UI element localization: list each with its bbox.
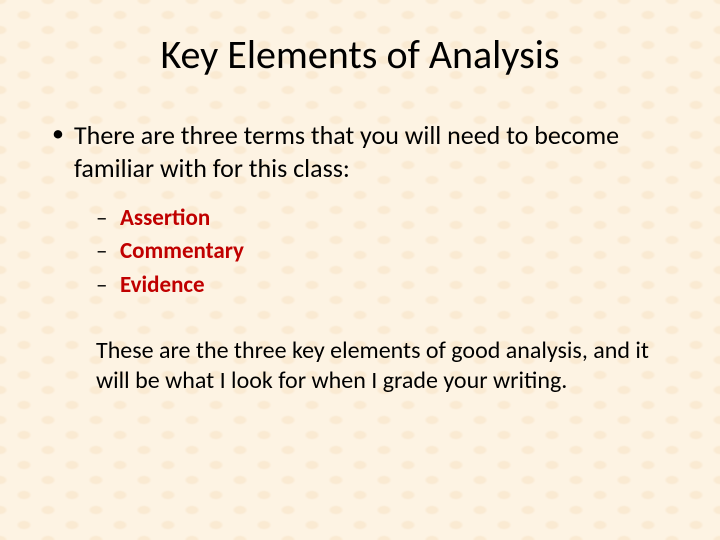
terms-list: Assertion Commentary Evidence: [96, 202, 670, 302]
intro-bullet: There are three terms that you will need…: [50, 119, 670, 184]
term-label: Evidence: [120, 271, 205, 299]
term-item-commentary: Commentary: [96, 235, 670, 268]
term-item-assertion: Assertion: [96, 202, 670, 235]
slide-title: Key Elements of Analysis: [50, 30, 670, 79]
term-label: Commentary: [120, 237, 244, 265]
term-label: Assertion: [120, 204, 210, 232]
slide: Key Elements of Analysis There are three…: [0, 0, 720, 540]
closing-text: These are the three key elements of good…: [96, 336, 670, 396]
term-item-evidence: Evidence: [96, 269, 670, 302]
